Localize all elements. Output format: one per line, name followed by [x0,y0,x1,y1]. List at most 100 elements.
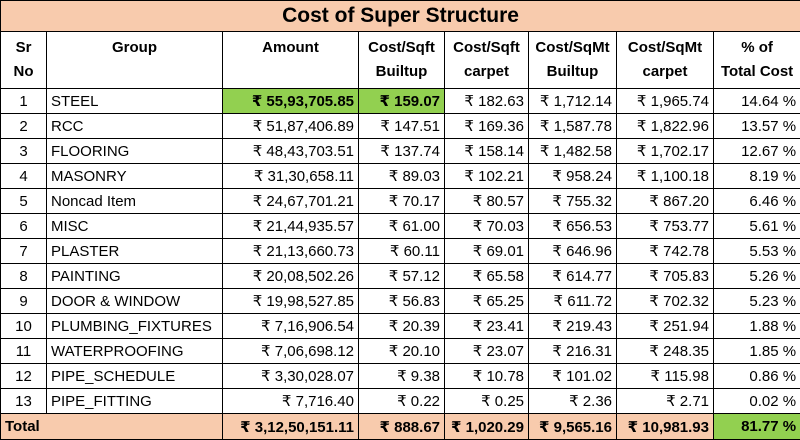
cell-amount: ₹ 19,98,527.85 [223,289,359,314]
cell-sr: 4 [1,164,47,189]
total-cost-sqmt-builtup: ₹ 9,565.16 [529,414,617,440]
cell-group: Noncad Item [47,189,223,214]
cell-cost-sqft-builtup: ₹ 159.07 [359,89,445,114]
cell-cost-sqmt-carpet: ₹ 1,822.96 [617,114,714,139]
title-row: Cost of Super Structure [1,1,800,32]
cell-percent-total: 5.61 % [714,214,800,239]
cell-cost-sqft-builtup: ₹ 9.38 [359,364,445,389]
cell-cost-sqmt-builtup: ₹ 1,712.14 [529,89,617,114]
cell-group: STEEL [47,89,223,114]
total-percent: 81.77 % [714,414,800,440]
cell-cost-sqmt-builtup: ₹ 1,482.58 [529,139,617,164]
cell-cost-sqmt-builtup: ₹ 219.43 [529,314,617,339]
total-row: Total ₹ 3,12,50,151.11 ₹ 888.67 ₹ 1,020.… [1,414,800,440]
cell-group: MASONRY [47,164,223,189]
cell-cost-sqmt-carpet: ₹ 251.94 [617,314,714,339]
cell-amount: ₹ 31,30,658.11 [223,164,359,189]
cell-cost-sqmt-carpet: ₹ 705.83 [617,264,714,289]
cell-percent-total: 5.26 % [714,264,800,289]
cell-cost-sqft-carpet: ₹ 158.14 [445,139,529,164]
cell-amount: ₹ 48,43,703.51 [223,139,359,164]
cell-cost-sqft-builtup: ₹ 0.22 [359,389,445,414]
cell-sr: 6 [1,214,47,239]
cell-percent-total: 13.57 % [714,114,800,139]
cell-sr: 8 [1,264,47,289]
table-title: Cost of Super Structure [1,1,800,32]
cell-cost-sqft-carpet: ₹ 80.57 [445,189,529,214]
cell-cost-sqft-carpet: ₹ 23.07 [445,339,529,364]
cell-group: FLOORING [47,139,223,164]
total-cost-sqft-builtup: ₹ 888.67 [359,414,445,440]
cell-amount: ₹ 51,87,406.89 [223,114,359,139]
cell-group: RCC [47,114,223,139]
cell-cost-sqmt-builtup: ₹ 611.72 [529,289,617,314]
cell-sr: 10 [1,314,47,339]
cell-cost-sqmt-carpet: ₹ 248.35 [617,339,714,364]
cell-cost-sqft-carpet: ₹ 169.36 [445,114,529,139]
cell-cost-sqft-carpet: ₹ 0.25 [445,389,529,414]
total-label: Total [1,414,223,440]
cell-cost-sqmt-carpet: ₹ 1,702.17 [617,139,714,164]
cell-percent-total: 1.85 % [714,339,800,364]
cell-cost-sqmt-carpet: ₹ 742.78 [617,239,714,264]
cell-sr: 5 [1,189,47,214]
cell-percent-total: 1.88 % [714,314,800,339]
cell-cost-sqft-builtup: ₹ 60.11 [359,239,445,264]
cell-cost-sqmt-carpet: ₹ 2.71 [617,389,714,414]
cell-amount: ₹ 7,716.40 [223,389,359,414]
cell-percent-total: 0.86 % [714,364,800,389]
cell-cost-sqmt-carpet: ₹ 1,100.18 [617,164,714,189]
cell-group: WATERPROOFING [47,339,223,364]
total-cost-sqmt-carpet: ₹ 10,981.93 [617,414,714,440]
cell-cost-sqmt-carpet: ₹ 1,965.74 [617,89,714,114]
cell-cost-sqft-carpet: ₹ 65.25 [445,289,529,314]
cell-cost-sqft-builtup: ₹ 20.39 [359,314,445,339]
cell-percent-total: 12.67 % [714,139,800,164]
cell-sr: 2 [1,114,47,139]
cell-cost-sqmt-builtup: ₹ 614.77 [529,264,617,289]
cell-cost-sqft-builtup: ₹ 56.83 [359,289,445,314]
cell-amount: ₹ 7,06,698.12 [223,339,359,364]
cell-group: PIPE_SCHEDULE [47,364,223,389]
cell-amount: ₹ 21,13,660.73 [223,239,359,264]
cell-cost-sqmt-builtup: ₹ 2.36 [529,389,617,414]
cell-percent-total: 6.46 % [714,189,800,214]
cell-amount: ₹ 3,30,028.07 [223,364,359,389]
cell-amount: ₹ 7,16,906.54 [223,314,359,339]
cell-cost-sqft-builtup: ₹ 137.74 [359,139,445,164]
total-cost-sqft-carpet: ₹ 1,020.29 [445,414,529,440]
cell-cost-sqmt-builtup: ₹ 958.24 [529,164,617,189]
cell-sr: 3 [1,139,47,164]
header-amount: Amount [223,32,359,89]
cell-cost-sqft-carpet: ₹ 102.21 [445,164,529,189]
cell-group: PIPE_FITTING [47,389,223,414]
cell-amount: ₹ 21,44,935.57 [223,214,359,239]
cell-percent-total: 14.64 % [714,89,800,114]
cell-sr: 7 [1,239,47,264]
cell-cost-sqmt-builtup: ₹ 216.31 [529,339,617,364]
cell-amount: ₹ 24,67,701.21 [223,189,359,214]
cell-group: PAINTING [47,264,223,289]
cell-cost-sqft-carpet: ₹ 23.41 [445,314,529,339]
cell-cost-sqft-builtup: ₹ 70.17 [359,189,445,214]
cell-amount: ₹ 20,08,502.26 [223,264,359,289]
cell-group: MISC [47,214,223,239]
cell-cost-sqft-carpet: ₹ 10.78 [445,364,529,389]
cell-sr: 1 [1,89,47,114]
cell-cost-sqmt-builtup: ₹ 646.96 [529,239,617,264]
cell-cost-sqmt-builtup: ₹ 101.02 [529,364,617,389]
